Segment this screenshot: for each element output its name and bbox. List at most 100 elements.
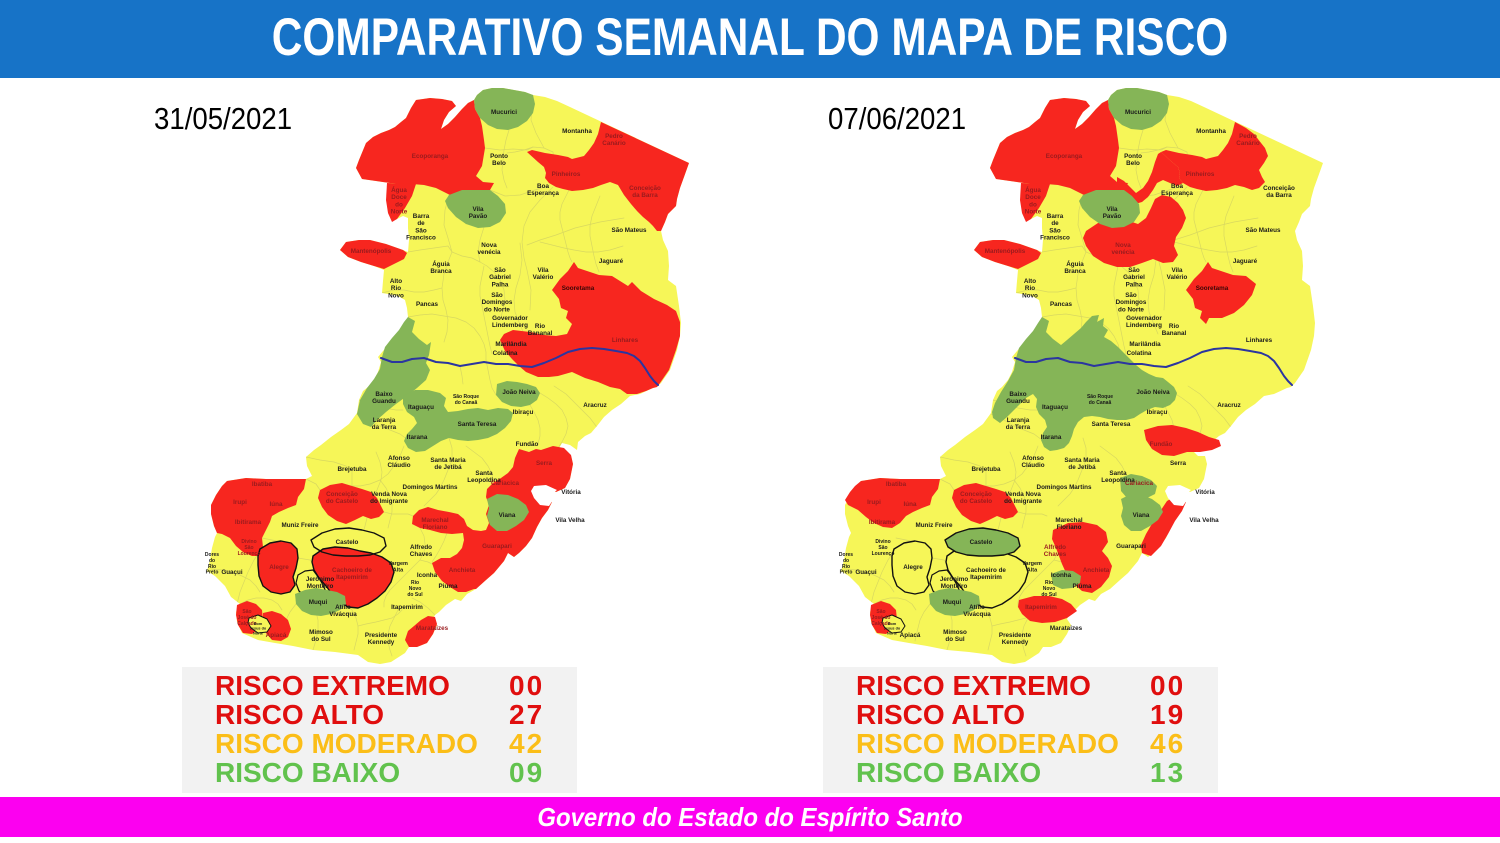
svg-text:Palha: Palha (492, 281, 509, 288)
svg-text:Vitória: Vitória (1195, 489, 1215, 496)
svg-text:Jesus do: Jesus do (884, 627, 901, 631)
svg-text:Rio: Rio (1169, 323, 1179, 330)
svg-text:Rio: Rio (1025, 285, 1035, 292)
svg-text:Guarapari: Guarapari (1116, 543, 1146, 550)
svg-text:São Mateus: São Mateus (612, 227, 647, 234)
svg-text:Sooretama: Sooretama (1196, 285, 1229, 292)
svg-text:Governador: Governador (1126, 315, 1162, 322)
svg-text:Gabriel: Gabriel (489, 274, 511, 281)
svg-text:Vila Velha: Vila Velha (1189, 517, 1219, 524)
svg-text:Atílio: Atílio (969, 604, 985, 611)
svg-text:Divino: Divino (875, 539, 890, 545)
svg-text:Mucurici: Mucurici (491, 109, 517, 116)
svg-text:Domingos Martins: Domingos Martins (403, 484, 458, 491)
svg-text:São: São (1049, 227, 1061, 234)
svg-text:Cláudio: Cláudio (387, 462, 410, 469)
svg-text:Alegre: Alegre (903, 564, 923, 571)
svg-text:Afonso: Afonso (1022, 455, 1044, 462)
svg-text:Norte: Norte (253, 631, 263, 635)
svg-text:Serra: Serra (1170, 460, 1187, 467)
svg-text:Brejetuba: Brejetuba (337, 466, 367, 473)
svg-text:Viana: Viana (499, 512, 516, 519)
svg-text:São: São (244, 545, 253, 551)
svg-text:Dores: Dores (205, 552, 219, 558)
svg-text:do: do (843, 558, 849, 564)
svg-text:Ibatiba: Ibatiba (252, 481, 273, 488)
svg-text:Santa: Santa (475, 470, 493, 477)
svg-text:Pancas: Pancas (1050, 301, 1073, 308)
svg-text:São: São (242, 609, 251, 615)
svg-text:do Sul: do Sul (311, 636, 330, 643)
svg-text:Ponto: Ponto (490, 153, 508, 160)
svg-text:Castelo: Castelo (336, 539, 359, 546)
svg-text:Itaguaçu: Itaguaçu (1042, 404, 1068, 411)
svg-text:Vila: Vila (1106, 206, 1118, 213)
svg-text:Pavão: Pavão (469, 213, 488, 220)
svg-text:Preto: Preto (840, 570, 853, 576)
svg-text:Águia: Águia (1066, 259, 1084, 268)
svg-text:Itapemirim: Itapemirim (391, 604, 423, 611)
svg-text:Barra: Barra (1047, 213, 1064, 220)
svg-text:Ibiraçu: Ibiraçu (1147, 409, 1168, 416)
svg-text:Muniz Freire: Muniz Freire (915, 522, 953, 529)
svg-text:Mantenópolis: Mantenópolis (985, 248, 1026, 255)
svg-text:Irupi: Irupi (867, 499, 881, 506)
svg-text:Conceição: Conceição (960, 491, 992, 498)
svg-text:Bananal: Bananal (528, 330, 553, 337)
svg-text:Rio: Rio (411, 580, 419, 586)
svg-text:Santa: Santa (1109, 470, 1127, 477)
svg-text:São Mateus: São Mateus (1246, 227, 1281, 234)
svg-text:Anchieta: Anchieta (1083, 567, 1110, 574)
svg-text:Bananal: Bananal (1162, 330, 1187, 337)
svg-text:Vargem: Vargem (1022, 561, 1042, 567)
svg-text:Atílio: Atílio (335, 604, 351, 611)
svg-text:Lourenço: Lourenço (872, 551, 895, 557)
svg-text:São: São (1128, 267, 1140, 274)
svg-text:Monteiro: Monteiro (307, 583, 334, 590)
svg-text:Dores: Dores (839, 552, 853, 558)
svg-text:Calçado: Calçado (871, 621, 890, 627)
svg-text:do Sul: do Sul (1041, 592, 1057, 598)
svg-text:do Castelo: do Castelo (326, 498, 358, 505)
svg-text:de: de (1051, 220, 1059, 227)
svg-text:venécia: venécia (477, 249, 501, 256)
svg-text:Serra: Serra (536, 460, 553, 467)
svg-text:Nova: Nova (1115, 242, 1131, 249)
svg-text:Presidente: Presidente (365, 632, 398, 639)
svg-text:Doce: Doce (1025, 194, 1041, 201)
svg-text:Venda Nova: Venda Nova (1005, 491, 1041, 498)
svg-text:Fundão: Fundão (1150, 441, 1173, 448)
svg-text:São Roque: São Roque (1087, 394, 1113, 400)
svg-text:Brejetuba: Brejetuba (971, 466, 1001, 473)
svg-text:Norte: Norte (1025, 209, 1042, 216)
svg-text:Barra: Barra (413, 213, 430, 220)
svg-text:Mantenópolis: Mantenópolis (351, 248, 392, 255)
svg-text:Colatina: Colatina (1127, 350, 1152, 357)
svg-text:Laranja: Laranja (1007, 417, 1030, 424)
svg-text:Itaguaçu: Itaguaçu (408, 404, 434, 411)
svg-text:do: do (395, 201, 403, 208)
svg-text:Guandu: Guandu (1006, 398, 1030, 405)
svg-text:José do: José do (238, 615, 257, 621)
svg-text:Itapemirim: Itapemirim (970, 574, 1002, 581)
svg-text:do: do (209, 558, 215, 564)
svg-text:Guarapari: Guarapari (482, 543, 512, 550)
svg-text:do Canaã: do Canaã (455, 400, 478, 406)
svg-text:Belo: Belo (492, 160, 506, 167)
svg-text:São: São (1125, 292, 1137, 299)
svg-text:Vila: Vila (472, 206, 484, 213)
svg-text:Leopoldina: Leopoldina (1101, 477, 1135, 484)
svg-text:Esperança: Esperança (527, 190, 559, 197)
svg-text:Alta: Alta (1027, 567, 1038, 573)
svg-text:do Imigrante: do Imigrante (1004, 498, 1042, 505)
svg-text:Valério: Valério (533, 274, 554, 281)
svg-text:Calçado: Calçado (237, 621, 256, 627)
svg-text:Ibatiba: Ibatiba (886, 481, 907, 488)
svg-text:Guaçui: Guaçui (855, 569, 877, 576)
svg-text:Iconha: Iconha (1051, 572, 1072, 579)
svg-text:Pavão: Pavão (1103, 213, 1122, 220)
svg-text:Norte: Norte (391, 209, 408, 216)
svg-text:Apiacá: Apiacá (900, 632, 921, 639)
svg-text:Muqui: Muqui (309, 599, 328, 606)
svg-text:de Jetibá: de Jetibá (434, 464, 462, 471)
